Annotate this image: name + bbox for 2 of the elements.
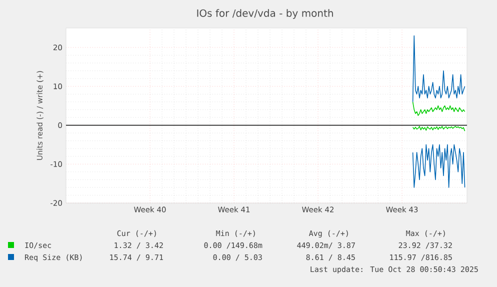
chart-title: IOs for /dev/vda - by month (197, 9, 333, 19)
line-series (412, 144, 466, 188)
